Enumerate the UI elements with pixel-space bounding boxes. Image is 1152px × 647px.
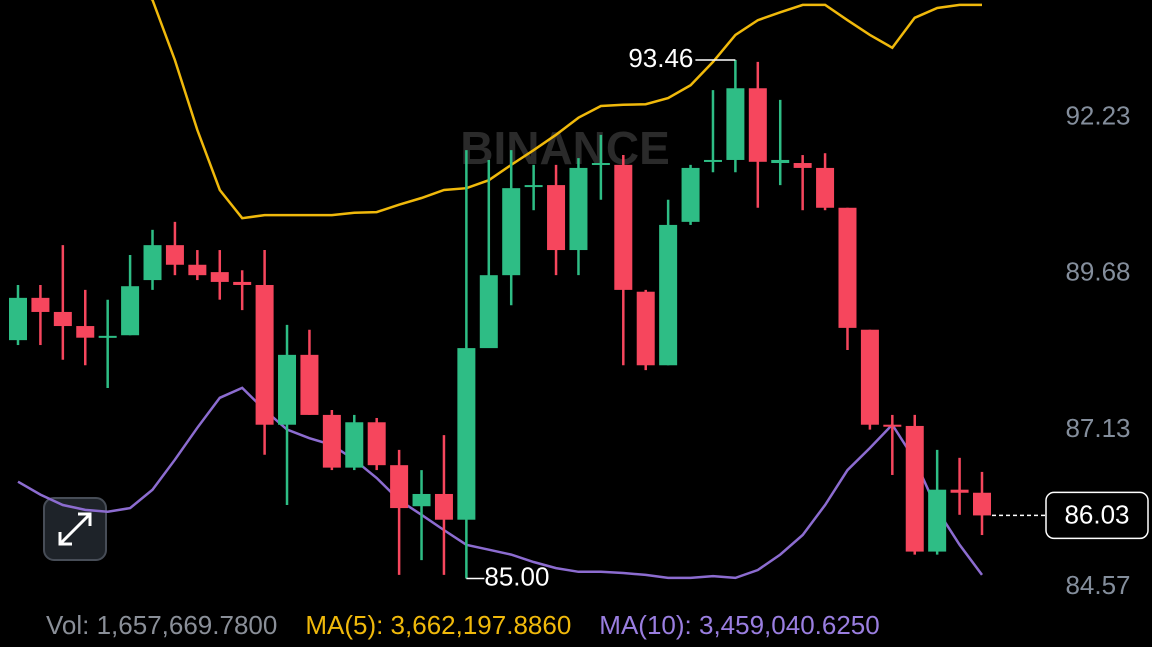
candle-body [905,425,924,552]
candle-body [143,245,162,281]
expand-icon [58,512,92,546]
candle-body [255,284,274,425]
candle-body [31,297,50,312]
candle-body [771,159,790,164]
candle-body [793,163,812,168]
candle-body [367,422,386,466]
candle-body [883,424,902,427]
candle-body [53,311,72,327]
indicator-line [17,386,984,580]
candle-body [390,465,409,509]
candle-body [457,348,476,520]
candle-body [860,329,879,425]
candle-body [614,164,633,290]
candle-body [233,281,252,285]
candle-body [412,493,431,507]
footer-stat: MA(5): 3,662,197.8860 [305,610,571,640]
candle-body [479,275,498,349]
y-tick-label: 89.68 [1065,257,1130,287]
candle-body [300,354,319,415]
candle-body [973,492,991,516]
candle-body [591,163,610,166]
plot-area [9,0,991,580]
candle-body [98,335,117,338]
candle-body [928,489,947,552]
price-label: 86.03 [1064,499,1129,529]
price-box [1045,491,1149,540]
candle-body [345,422,364,468]
candle-body [210,272,229,282]
candle-body [121,286,140,336]
candle-body [502,188,521,276]
candle-body [681,167,700,222]
candle-body [569,167,588,251]
candle-body [524,185,543,188]
candle-body [659,224,678,366]
y-tick-label: 92.23 [1065,100,1130,130]
candle-body [726,88,745,160]
indicator-line [150,0,982,220]
expand-button[interactable] [43,497,107,561]
candle-body [165,245,184,265]
candle-body [547,185,566,251]
candle-body [636,291,655,366]
candle-body [950,489,969,493]
candle-body [816,167,835,208]
candle-body [748,88,767,162]
candle-body [188,264,207,276]
candle-body [322,414,341,468]
footer-stat: Vol: 1,657,669.7800 [46,610,277,640]
candle-body [838,207,857,328]
candle-body [703,159,722,162]
footer-stat: MA(10): 3,459,040.6250 [599,610,879,640]
candle-body [434,493,453,520]
y-tick-label: 87.13 [1065,413,1130,443]
min-label: 85.00 [484,561,549,591]
watermark: BINANCE [460,122,670,174]
y-tick-label: 84.57 [1065,570,1130,600]
candle-body [76,326,95,338]
candle-body [9,297,27,341]
max-label: 93.46 [628,43,693,73]
candle-body [278,354,297,425]
